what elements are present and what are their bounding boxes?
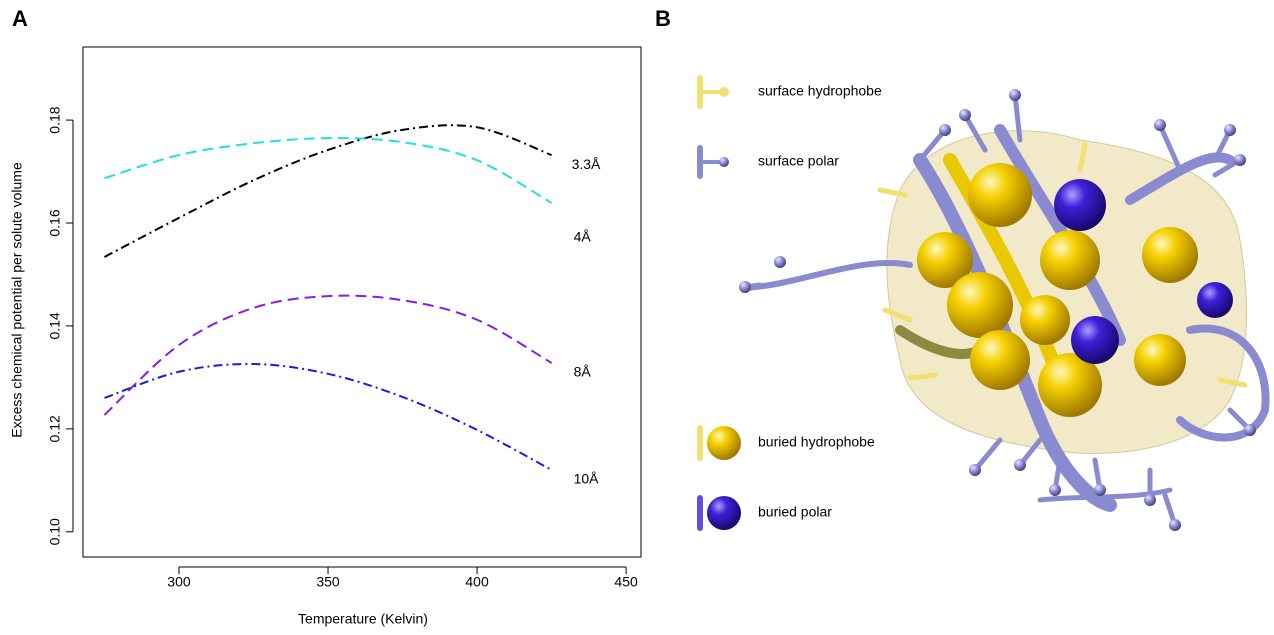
x-tick-label: 450 (614, 574, 638, 590)
y-tick-label: 0.16 (47, 209, 63, 236)
series-label: 3.3Å (572, 156, 601, 172)
legend-icon (697, 75, 741, 531)
line-series (104, 363, 553, 471)
line-series (103, 294, 553, 416)
y-tick-label: 0.14 (47, 312, 63, 339)
panel-label: B (655, 6, 671, 31)
legend-label: buried hydrophobe (758, 434, 875, 450)
y-tick-label: 0.10 (47, 518, 63, 545)
plot-frame (82, 46, 642, 558)
x-tick-label: 350 (316, 574, 340, 590)
series-label: 8Å (574, 364, 592, 380)
x-axis-title: Temperature (Kelvin) (298, 611, 428, 627)
y-tick-label: 0.12 (47, 415, 63, 442)
legend-label: buried polar (758, 504, 832, 520)
protein-illustration (739, 89, 1270, 531)
line-series (104, 137, 553, 204)
line-series (103, 124, 552, 258)
y-tick-label: 0.18 (47, 106, 63, 133)
series-label: 10Å (574, 471, 600, 487)
legend-label: surface polar (758, 153, 839, 169)
y-axis-title: Excess chemical potential per solute vol… (9, 162, 25, 438)
x-tick-label: 300 (167, 574, 191, 590)
panel-label: A (12, 6, 28, 31)
x-tick-label: 400 (465, 574, 489, 590)
series-label: 4Å (574, 229, 592, 245)
legend-label: surface hydrophobe (758, 83, 882, 99)
